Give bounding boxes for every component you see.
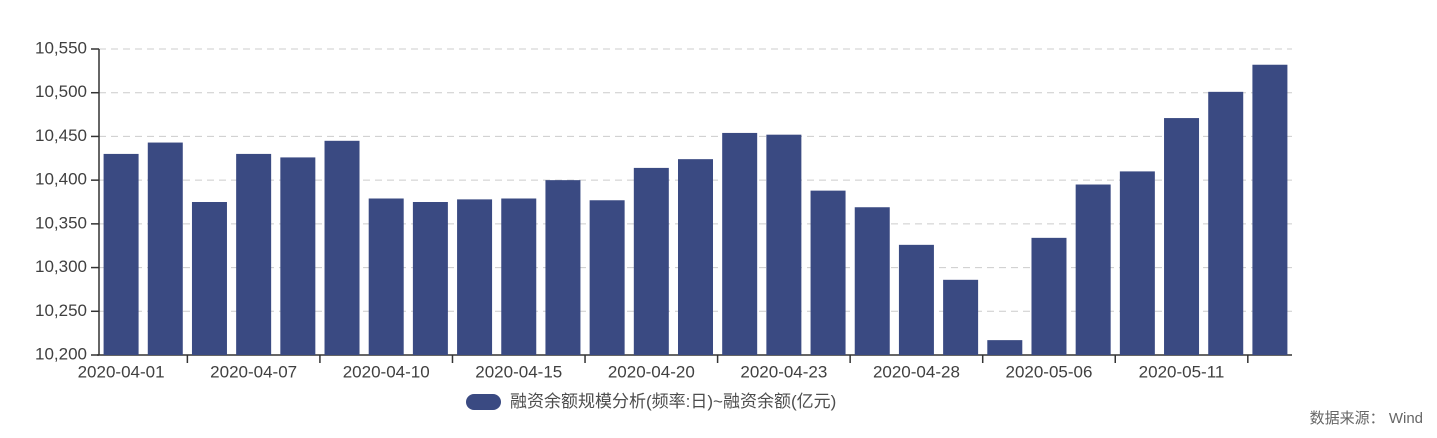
bar[interactable] [191, 202, 227, 355]
x-axis-label: 2020-04-01 [78, 362, 165, 381]
bar[interactable] [368, 198, 404, 355]
legend-item[interactable]: 融资余额规模分析(频率:日)~融资余额(亿元) [466, 392, 836, 411]
x-axis-label: 2020-05-11 [1139, 362, 1225, 381]
bar[interactable] [987, 340, 1023, 355]
bar[interactable] [854, 207, 890, 355]
y-axis-label: 10,350 [35, 213, 87, 232]
bar[interactable] [589, 200, 625, 355]
x-axis-label: 2020-04-07 [210, 362, 297, 381]
x-axis-label: 2020-04-15 [475, 362, 562, 381]
data-source-label: 数据来源： Wind [1309, 410, 1423, 427]
bar[interactable] [943, 279, 979, 355]
x-axis-label: 2020-05-06 [1005, 362, 1092, 381]
bar[interactable] [722, 132, 758, 355]
bar[interactable] [1119, 171, 1155, 355]
bar[interactable] [898, 244, 934, 355]
bar[interactable] [1075, 184, 1111, 355]
legend-label: 融资余额规模分析(频率:日)~融资余额(亿元) [510, 392, 837, 411]
bar[interactable] [280, 157, 316, 355]
bar[interactable] [1164, 118, 1200, 355]
bar[interactable] [766, 134, 802, 355]
y-axis-label: 10,300 [35, 257, 87, 276]
bar[interactable] [678, 159, 713, 355]
y-axis-label: 10,500 [35, 82, 87, 101]
bar[interactable] [324, 140, 360, 355]
legend-swatch-icon [466, 393, 501, 410]
bar[interactable] [147, 142, 183, 355]
bar[interactable] [1208, 91, 1244, 355]
y-axis-label: 10,450 [35, 126, 87, 145]
bar[interactable] [810, 190, 846, 355]
x-axis-label: 2020-04-20 [608, 362, 695, 381]
bar[interactable] [1252, 64, 1288, 355]
bar[interactable] [236, 153, 272, 355]
x-axis-label: 2020-04-10 [343, 362, 430, 381]
y-axis-label: 10,200 [35, 344, 87, 363]
bar[interactable] [457, 199, 493, 355]
y-axis-label: 10,400 [35, 170, 87, 189]
bar[interactable] [633, 167, 669, 355]
bar[interactable] [412, 202, 448, 355]
x-axis-label: 2020-04-28 [873, 362, 960, 381]
bar[interactable] [501, 198, 537, 355]
bar[interactable] [1031, 237, 1067, 355]
y-axis-label: 10,250 [35, 301, 87, 320]
y-axis-label: 10,550 [35, 38, 87, 57]
bar[interactable] [545, 180, 581, 355]
x-axis-label: 2020-04-23 [740, 362, 827, 381]
bar[interactable] [103, 153, 139, 355]
